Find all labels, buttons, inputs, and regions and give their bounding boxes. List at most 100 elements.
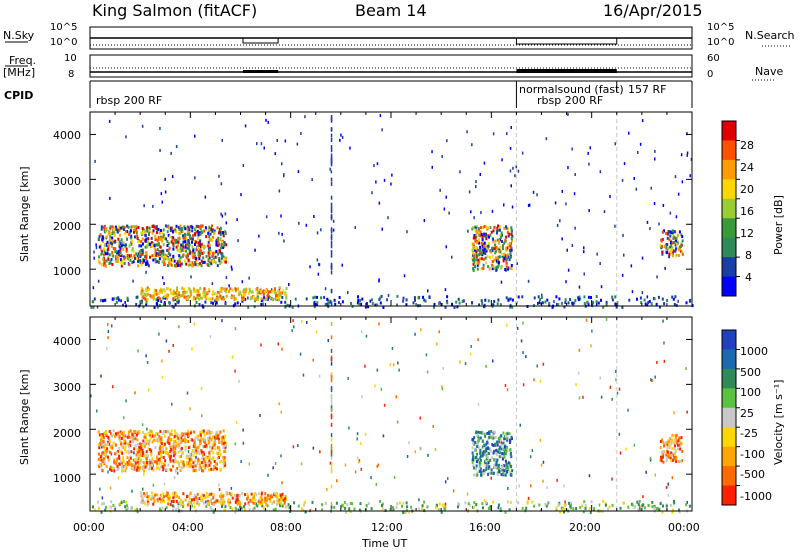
scatter-pixel (265, 118, 267, 122)
data-pixel (222, 465, 225, 469)
scatter-pixel (528, 203, 531, 207)
data-pixel (206, 445, 208, 449)
data-pixel (142, 442, 145, 446)
data-pixel (169, 459, 172, 463)
data-pixel (142, 431, 145, 434)
data-pixel (177, 445, 180, 449)
scatter-pixel (92, 505, 94, 509)
data-pixel (116, 468, 119, 472)
data-pixel (199, 495, 202, 499)
data-pixel (185, 237, 188, 240)
power-colorbar-tick: 12 (740, 227, 754, 240)
scatter-pixel (300, 462, 303, 466)
data-pixel (209, 238, 212, 242)
data-pixel (202, 501, 205, 505)
data-pixel (488, 435, 491, 439)
velocity-colorbar-swatch (722, 368, 736, 389)
data-pixel (192, 469, 195, 473)
data-pixel (181, 242, 184, 246)
data-pixel (503, 464, 505, 468)
data-pixel (135, 453, 138, 457)
data-pixel (197, 232, 200, 236)
power-ytick: 3000 (53, 175, 81, 188)
data-pixel (122, 243, 125, 247)
streak-pixel (330, 288, 333, 293)
scatter-pixel (583, 295, 586, 299)
scatter-pixel (556, 478, 558, 482)
scatter-pixel (473, 505, 475, 509)
data-pixel (118, 245, 121, 249)
data-pixel (510, 236, 513, 240)
scatter-pixel (426, 505, 429, 509)
data-pixel (208, 237, 211, 241)
data-pixel (140, 500, 143, 504)
data-pixel (170, 226, 173, 230)
scatter-pixel (445, 195, 447, 199)
data-pixel (101, 433, 104, 436)
nsky-box (515, 37, 618, 45)
data-pixel (493, 465, 496, 469)
data-pixel (157, 261, 160, 264)
scatter-pixel (421, 504, 424, 508)
data-pixel (228, 498, 231, 502)
data-pixel (483, 432, 486, 436)
data-pixel (666, 445, 669, 449)
data-pixel (123, 225, 126, 229)
data-pixel (172, 292, 175, 296)
data-pixel (162, 467, 165, 471)
data-pixel (102, 439, 105, 443)
data-pixel (256, 290, 259, 294)
data-pixel (187, 252, 190, 256)
scatter-pixel (656, 275, 658, 279)
data-pixel (174, 228, 177, 232)
data-pixel (167, 242, 170, 245)
data-pixel (510, 246, 513, 250)
data-pixel (200, 249, 203, 253)
data-pixel (193, 498, 196, 501)
data-pixel (161, 290, 163, 294)
data-pixel (222, 246, 225, 249)
scatter-pixel (402, 296, 405, 300)
scatter-pixel (230, 486, 233, 490)
scatter-pixel (174, 302, 177, 306)
scatter-pixel (490, 476, 492, 480)
scatter-pixel (193, 505, 196, 509)
scatter-pixel (619, 451, 622, 455)
data-pixel (146, 240, 149, 244)
velocity-colorbar-tick: -1000 (740, 490, 772, 503)
scatter-pixel (110, 452, 113, 456)
data-pixel (105, 229, 107, 233)
data-pixel (495, 256, 497, 260)
data-pixel (115, 260, 118, 263)
data-pixel (182, 236, 185, 240)
scatter-pixel (500, 440, 502, 444)
data-pixel (219, 494, 222, 498)
scatter-pixel (471, 301, 474, 305)
data-pixel (98, 245, 101, 249)
data-pixel (510, 232, 513, 236)
data-pixel (200, 259, 203, 263)
data-pixel (174, 238, 176, 242)
data-pixel (222, 498, 225, 502)
data-pixel (498, 436, 501, 440)
data-pixel (211, 502, 214, 506)
scatter-pixel (396, 420, 399, 424)
data-pixel (481, 451, 484, 455)
scatter-pixel (522, 321, 524, 325)
data-pixel (176, 460, 179, 464)
data-pixel (174, 440, 177, 443)
scatter-pixel (578, 348, 581, 352)
data-pixel (220, 246, 222, 250)
data-pixel (194, 468, 197, 472)
scatter-pixel (343, 500, 346, 504)
scatter-pixel (354, 470, 357, 474)
data-pixel (487, 459, 490, 463)
data-pixel (501, 466, 503, 470)
data-pixel (122, 225, 125, 229)
data-pixel (203, 251, 206, 254)
scatter-pixel (381, 227, 383, 231)
data-pixel (126, 435, 129, 439)
data-pixel (134, 461, 137, 465)
scatter-pixel (229, 500, 231, 504)
data-pixel (126, 237, 128, 241)
